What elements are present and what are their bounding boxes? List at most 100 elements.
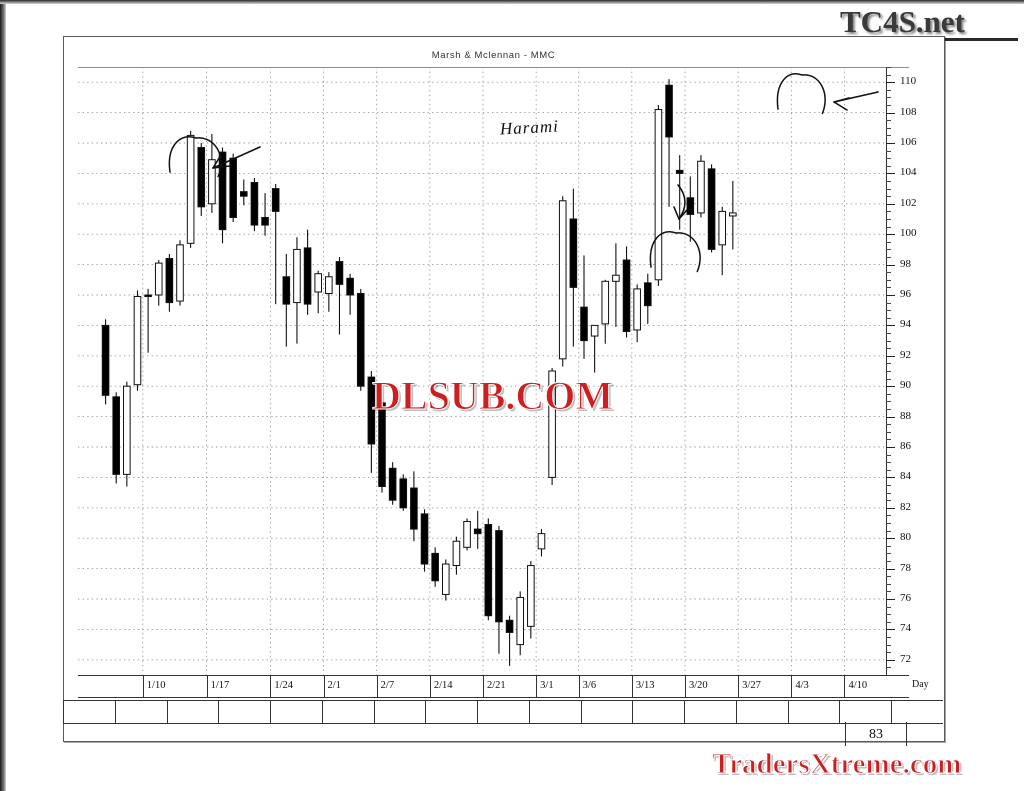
x-axis-date-label: 1/10 (146, 680, 166, 691)
y-axis-tick (886, 659, 895, 661)
y-axis-minor-tick (886, 196, 891, 198)
x-axis-date-label: 1/24 (274, 680, 294, 691)
x-axis-date-label: 2/14 (433, 680, 453, 691)
y-axis-minor-tick (886, 492, 891, 494)
y-axis-minor-tick (886, 561, 891, 562)
y-axis-tick (886, 143, 895, 144)
y-axis-label: 108 (900, 105, 917, 118)
y-axis-label: 80 (900, 531, 911, 544)
x-axis-tick-band (63, 700, 943, 724)
y-axis-minor-tick (886, 67, 891, 68)
x-axis-date-cell: 1/24 (270, 676, 324, 697)
y-axis-label: 74 (900, 622, 911, 635)
y-axis-minor-tick (886, 181, 891, 182)
x-axis-tick-cell (373, 701, 427, 723)
y-axis-label: 92 (900, 348, 911, 361)
y-axis-tick (886, 629, 895, 631)
y-axis-tick (886, 447, 895, 448)
y-axis-minor-tick (886, 401, 891, 403)
y-axis-minor-tick (886, 348, 891, 350)
x-axis-date-label: 4/3 (795, 680, 809, 691)
y-axis-label: 94 (900, 318, 911, 331)
y-axis-tick (886, 173, 895, 175)
y-axis-minor-tick (886, 371, 891, 372)
y-axis-label: 90 (900, 379, 911, 392)
y-axis-minor-tick (886, 591, 891, 593)
y-axis-label: 84 (900, 470, 911, 483)
x-axis-tick-cell (684, 701, 737, 723)
y-axis-minor-tick (886, 637, 891, 638)
y-axis-label: 72 (900, 652, 911, 665)
y-axis-minor-tick (886, 424, 891, 426)
y-axis-minor-tick (886, 378, 891, 380)
handwritten-harami-label: Harami (499, 116, 560, 139)
x-axis-tick-cell (477, 701, 530, 723)
y-axis-minor-tick (886, 576, 891, 578)
y-axis-tick (886, 264, 895, 266)
y-axis-minor-tick (886, 219, 891, 220)
y-axis-minor-tick (886, 545, 891, 547)
y-axis-minor-tick (886, 310, 891, 312)
y-axis-label: 110 (900, 75, 917, 88)
x-axis-date-label: 3/27 (742, 680, 761, 691)
y-axis-label: 78 (900, 561, 911, 574)
y-axis-minor-tick (886, 583, 891, 585)
y-axis-minor-tick (886, 652, 891, 654)
scan-edge-top (0, 0, 1024, 4)
chart-title: Marsh & Mclennan - MMC (431, 50, 556, 61)
y-axis-minor-tick (886, 188, 891, 190)
y-axis-label: 82 (900, 500, 911, 513)
y-axis-tick (886, 507, 895, 509)
x-axis-date-label: 2/1 (327, 680, 341, 691)
y-axis-minor-tick (886, 500, 891, 502)
y-axis-minor-tick (886, 279, 891, 281)
y-axis-minor-tick (886, 667, 891, 669)
x-axis-date-label: 2/7 (380, 680, 395, 691)
y-axis-minor-tick (886, 340, 891, 342)
y-axis-tick (886, 82, 895, 84)
x-axis-unit-label: Day (912, 679, 929, 690)
y-axis-minor-tick (886, 317, 891, 319)
x-axis-date-label: 1/17 (210, 680, 230, 691)
y-axis-minor-tick (886, 644, 891, 646)
x-axis-tick-cell (321, 701, 375, 723)
y-axis-label: 102 (900, 196, 917, 209)
y-axis-minor-tick (886, 150, 891, 152)
watermark-tradersxtreme: TradersXtreme.com (711, 748, 962, 781)
x-axis-date-cell: 3/6 (578, 676, 633, 697)
y-axis-minor-tick (886, 530, 891, 532)
y-axis-minor-tick (886, 226, 891, 228)
watermark-tc4s: TC4S.net (840, 4, 965, 39)
y-axis-minor-tick (886, 272, 891, 274)
x-axis-tick-cell (114, 701, 168, 723)
y-axis-label: 98 (900, 257, 911, 270)
y-axis-minor-tick (886, 454, 891, 456)
x-axis-tick-cell (580, 701, 634, 723)
y-axis-tick (886, 234, 895, 236)
x-axis-tick-cell (218, 701, 271, 723)
x-axis-date-cell: 3/27 (738, 676, 792, 697)
candlestick-plot (78, 67, 886, 675)
x-axis-date-label: 2/21 (487, 680, 506, 691)
x-axis-date-cell: 2/14 (429, 676, 484, 697)
x-axis-date-cell: 2/1 (323, 676, 378, 697)
scan-edge-left (0, 0, 6, 791)
x-axis-tick-cell (270, 701, 323, 723)
y-axis-tick (886, 112, 895, 114)
x-axis-date-cell: 1/10 (142, 676, 208, 697)
x-axis-date-cell: 4/3 (791, 676, 845, 697)
y-axis-tick (886, 599, 895, 600)
y-axis-minor-tick (886, 165, 891, 167)
y-axis-tick (886, 386, 895, 388)
x-axis-date-label: 4/10 (848, 680, 868, 691)
y-axis-label: 76 (900, 592, 911, 604)
y-axis-minor-tick (886, 469, 891, 471)
y-axis-minor-tick (886, 74, 891, 76)
y-axis-minor-tick (886, 257, 891, 258)
y-axis-tick (886, 355, 895, 357)
x-axis-tick-cell (528, 701, 582, 723)
y-axis-minor-tick (886, 158, 891, 160)
y-axis-minor-tick (886, 485, 891, 486)
y-axis-minor-tick (886, 621, 891, 623)
